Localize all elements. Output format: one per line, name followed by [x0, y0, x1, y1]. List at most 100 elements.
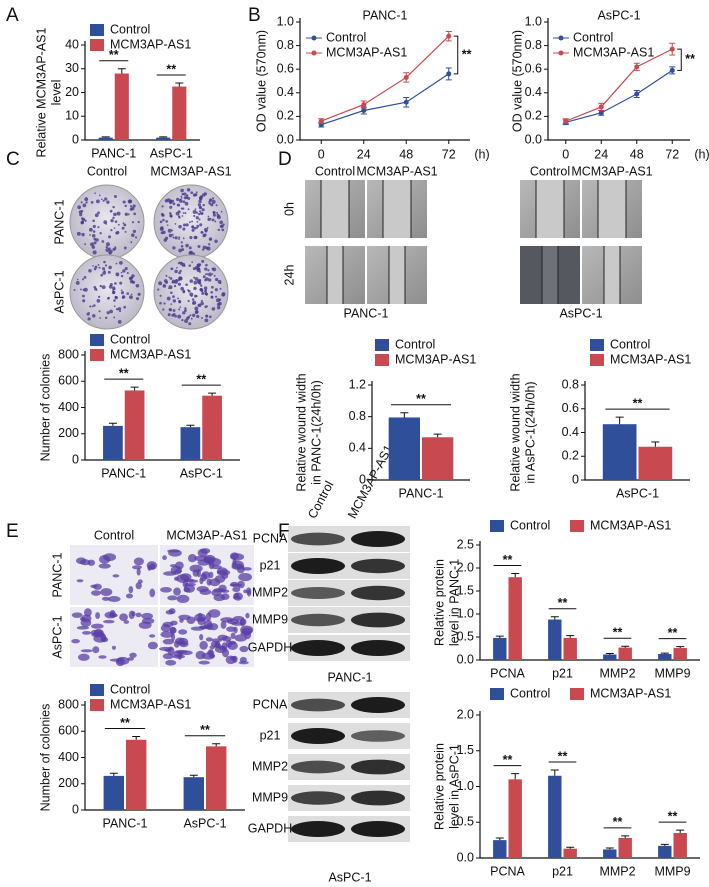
y-tick-label: 1.5: [457, 743, 474, 757]
colony-dot: [182, 311, 186, 315]
cell-blob: [90, 584, 98, 588]
colony-dot: [182, 237, 185, 240]
colony-dot: [209, 198, 212, 201]
image-caption: AsPC-1: [559, 306, 602, 320]
cell-blob: [160, 631, 174, 638]
colony-dot: [188, 221, 191, 224]
chart-title: PANC-1: [363, 8, 408, 22]
colony-dot: [185, 243, 189, 248]
colony-dot: [172, 295, 175, 299]
cell-blob: [209, 578, 221, 587]
colony-dot: [161, 205, 164, 208]
colony-dot: [127, 199, 132, 204]
cell-blob: [91, 590, 102, 596]
colony-dot: [102, 199, 105, 202]
y-tick-label: 0.6: [277, 61, 294, 75]
colony-dot: [185, 223, 189, 227]
colony-dot: [186, 188, 191, 192]
cell-blob: [200, 548, 211, 554]
colony-dot: [124, 267, 128, 271]
bar: [206, 746, 227, 810]
point: [361, 102, 367, 108]
colony-dot: [167, 313, 171, 317]
x-tick-label: MMP9: [654, 666, 690, 680]
colony-dot: [201, 259, 205, 263]
colony-dot: [84, 243, 87, 246]
point: [403, 99, 409, 105]
legend-marker: [558, 50, 564, 56]
colony-dot: [169, 205, 173, 209]
y-tick-label: 0.0: [457, 652, 474, 666]
colony-dot: [124, 230, 127, 233]
y-axis-label: Relative protein: [432, 743, 446, 830]
colony-dot: [114, 220, 118, 223]
colony-dot: [181, 248, 185, 252]
cell-blob: [208, 623, 219, 631]
x-unit: (h): [474, 147, 489, 161]
cell-blob: [99, 554, 111, 564]
x-tick-label: AsPC-1: [150, 146, 193, 160]
colony-dot: [172, 202, 176, 206]
colony-dot: [189, 292, 194, 297]
bar: [548, 775, 562, 858]
colony-dot: [119, 260, 123, 265]
plate-image: [69, 254, 145, 330]
colony-dot: [131, 206, 135, 211]
colony-dot: [112, 205, 115, 209]
colony-dot: [114, 247, 117, 250]
colony-dot: [191, 225, 195, 229]
colony-dot: [210, 203, 214, 207]
colony-dot: [89, 305, 92, 308]
colony-dot: [119, 281, 123, 285]
y-tick-label: 0.0: [525, 132, 542, 146]
significance-label: **: [196, 372, 206, 386]
bar: [156, 137, 171, 140]
colony-dot: [83, 287, 88, 292]
colony-dot: [212, 213, 216, 217]
colony-dot: [180, 286, 184, 291]
cell-blob: [129, 652, 137, 658]
colony-dot: [180, 188, 184, 193]
colony-dot: [80, 288, 82, 291]
colony-dot: [208, 200, 211, 203]
wound-gap: [321, 180, 349, 238]
error-bar: [132, 736, 141, 740]
colony-dot: [175, 197, 180, 202]
colony-dot: [120, 289, 123, 291]
legend-label: Control: [510, 518, 550, 532]
colony-dot: [212, 267, 217, 272]
bar: [508, 577, 522, 660]
colony-dot: [171, 314, 175, 317]
cell-blob: [137, 579, 143, 584]
bar: [658, 654, 672, 660]
column-label: MCM3AP-AS1: [571, 164, 652, 178]
cell-blob: [246, 587, 252, 595]
colony-dot: [192, 210, 197, 214]
images: [69, 180, 642, 842]
colony-dot: [214, 220, 217, 223]
colony-dot: [203, 286, 208, 290]
blot-band: [351, 612, 405, 628]
cell-blob: [95, 612, 101, 619]
colony-dot: [206, 246, 211, 251]
colony-dot: [211, 285, 214, 289]
cell-blob: [87, 559, 96, 566]
legend-swatch: [570, 688, 584, 700]
x-tick-label: PANC-1: [399, 486, 444, 500]
colony-dot: [193, 276, 196, 279]
cell-blob: [183, 578, 195, 582]
cell-blob: [165, 610, 174, 615]
protein-label: MMP2: [252, 759, 288, 773]
legend-label: MCM3AP-AS1: [610, 352, 691, 366]
colony-dot: [174, 280, 179, 284]
colony-dot: [212, 211, 216, 215]
wound-gap: [389, 246, 405, 304]
colony-dot: [178, 248, 183, 253]
colony-dot: [102, 267, 106, 271]
colony-dot: [135, 297, 140, 301]
cell-blob: [109, 658, 124, 662]
y-tick-label: 400: [58, 750, 79, 764]
colony-dot: [185, 283, 188, 287]
protein-label: MMP9: [252, 612, 288, 626]
colony-dot: [182, 227, 186, 231]
